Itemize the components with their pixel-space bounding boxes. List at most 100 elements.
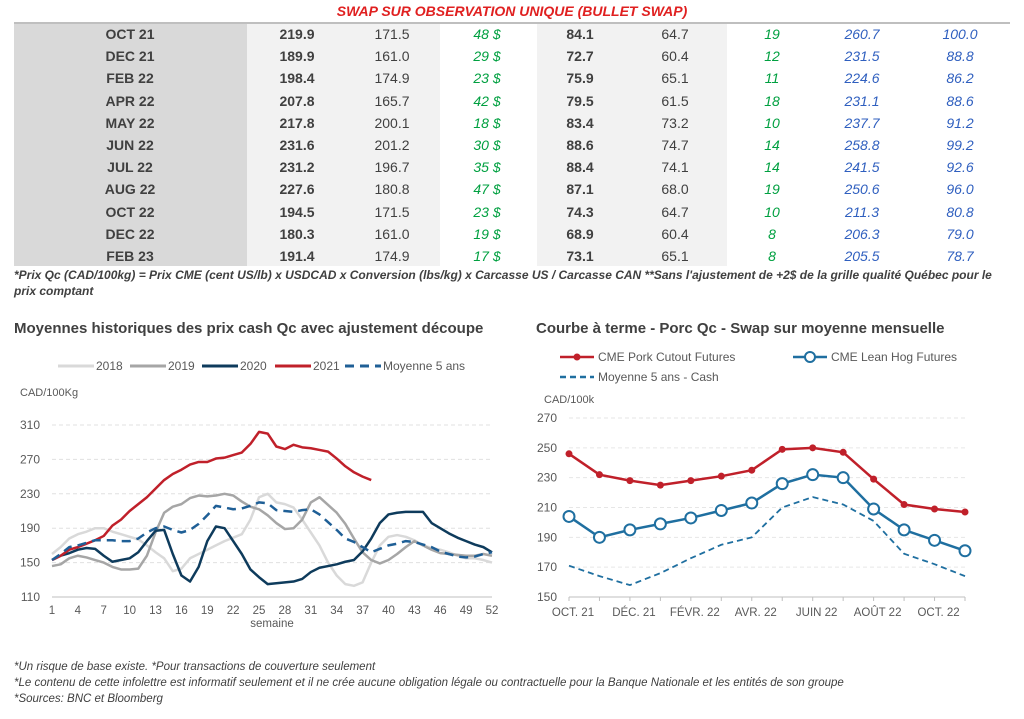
y-tick-label: 150 — [537, 590, 557, 604]
y-tick-label: 110 — [21, 590, 40, 604]
table-cell: 191.4 — [279, 248, 315, 264]
table-cell: 18 $ — [473, 114, 501, 131]
chart-title: Courbe à terme - Porc Qc - Swap sur moye… — [536, 320, 944, 337]
table-row: MAY 22 217.8 200.1 18 $ 83.4 73.2 10 237.7 91.2 — [14, 112, 1010, 134]
row-month: JUL 22 — [107, 159, 153, 176]
series-line-2021 — [51, 430, 372, 562]
data-point — [870, 475, 878, 483]
data-point — [867, 502, 881, 516]
table-cell: 74.7 — [661, 137, 689, 153]
legend-label: 2019 — [168, 359, 195, 373]
table-cell: 227.6 — [279, 181, 315, 198]
data-point — [687, 477, 695, 485]
y-tick-label: 270 — [537, 411, 557, 425]
y-tick-label: 310 — [20, 418, 40, 432]
table-cell: 72.7 — [566, 48, 594, 65]
table-cell: 88.6 — [566, 137, 594, 153]
x-tick-label: 34 — [330, 605, 343, 617]
table-cell: 68.9 — [566, 225, 594, 242]
y-tick-label: 150 — [20, 556, 40, 570]
legend-label: 2018 — [96, 359, 123, 373]
row-month: OCT 21 — [105, 26, 155, 42]
x-tick-label: 1 — [49, 605, 55, 617]
table-cell: 79.0 — [946, 225, 974, 242]
row-month: FEB 22 — [106, 70, 154, 87]
table-cell: 79.5 — [566, 92, 594, 109]
table-cell: 19 — [764, 26, 780, 42]
x-tick-label: 49 — [460, 605, 473, 617]
table-row: OCT 21 219.9 171.5 48 $ 84.1 64.7 19 260.7 100.0 — [14, 23, 1010, 45]
x-tick-label: 10 — [123, 605, 136, 617]
chart-title: Moyennes historiques des prix cash Qc av… — [14, 320, 483, 337]
data-point — [836, 471, 850, 485]
x-tick-label: 19 — [201, 605, 214, 617]
y-tick-label: 210 — [537, 501, 557, 515]
x-tick-label: AVR. 22 — [735, 607, 777, 619]
row-month: FEB 23 — [106, 248, 154, 264]
table-cell: 219.9 — [279, 26, 315, 42]
table-cell: 42 $ — [473, 92, 501, 109]
table-cell: 100.0 — [942, 26, 978, 42]
legend-label: Moyenne 5 ans — [383, 359, 465, 373]
y-tick-label: 270 — [20, 452, 40, 466]
x-tick-label: 7 — [101, 605, 107, 617]
table-row: DEC 21 189.9 161.0 29 $ 72.7 60.4 12 231.5 88.8 — [14, 45, 1010, 67]
row-month: OCT 22 — [105, 203, 155, 220]
table-row: DEC 22 180.3 161.0 19 $ 68.9 60.4 8 206.3 79.0 — [14, 223, 1010, 245]
table-row: APR 22 207.8 165.7 42 $ 79.5 61.5 18 231.1 88.6 — [14, 90, 1010, 112]
data-point — [900, 501, 908, 509]
table-cell: 64.7 — [661, 203, 689, 220]
y-axis-label: CAD/100Kg — [20, 387, 78, 399]
data-point — [653, 517, 667, 531]
table-cell: 23 $ — [473, 70, 501, 87]
table-cell: 14 — [764, 137, 780, 153]
table-cell: 200.1 — [374, 114, 410, 131]
row-month: AUG 22 — [104, 181, 156, 198]
column-bg-usd — [537, 22, 727, 266]
y-tick-label: 190 — [20, 521, 40, 535]
data-point — [562, 509, 576, 523]
table-cell: 96.0 — [946, 181, 974, 198]
table-cell: 18 — [764, 92, 780, 109]
table-cell: 73.2 — [661, 114, 689, 131]
x-tick-label: 40 — [382, 605, 395, 617]
footer-line: *Le contenu de cette infolettre est info… — [14, 677, 844, 689]
table-row: FEB 22 198.4 174.9 23 $ 75.9 65.1 11 224.6 86.2 — [14, 67, 1010, 89]
data-point — [717, 472, 725, 480]
data-point — [778, 445, 786, 453]
data-point — [748, 466, 756, 474]
table-cell: 92.6 — [946, 159, 974, 176]
y-tick-label: 230 — [537, 471, 557, 485]
table-cell: 171.5 — [374, 203, 410, 220]
table-cell: 80.8 — [946, 203, 974, 220]
table-cell: 17 $ — [473, 248, 501, 264]
series-line — [568, 473, 966, 552]
table-cell: 12 — [764, 48, 780, 65]
x-tick-label: 52 — [486, 605, 499, 617]
data-point — [656, 481, 664, 489]
legend-label: Moyenne 5 ans - Cash — [598, 370, 719, 384]
table-cell: 60.4 — [661, 48, 689, 65]
charts: Moyennes historiques des prix cash Qc av… — [14, 320, 972, 630]
x-tick-label: 46 — [434, 605, 447, 617]
table-cell: 48 $ — [473, 26, 501, 42]
legend-label: CME Lean Hog Futures — [831, 350, 957, 364]
table-cell: 19 $ — [473, 225, 501, 242]
table-cell: 258.8 — [844, 137, 880, 153]
legend-label: CME Pork Cutout Futures — [598, 350, 735, 364]
table-row: FEB 23 191.4 174.9 17 $ 73.1 65.1 8 205.5 78.7 — [14, 245, 1010, 267]
data-point — [595, 471, 603, 479]
data-point — [592, 530, 606, 544]
table-cell: 73.1 — [566, 248, 594, 264]
table-cell: 250.6 — [844, 181, 880, 198]
table-cell: 23 $ — [473, 203, 501, 220]
table-cell: 207.8 — [279, 92, 315, 109]
table-cell: 205.5 — [844, 248, 880, 264]
table-row: OCT 22 194.5 171.5 23 $ 74.3 64.7 10 211.3 80.8 — [14, 201, 1010, 223]
data-point — [958, 544, 972, 558]
table-cell: 8 — [768, 225, 776, 242]
formula-note: *Prix Qc (CAD/100kg) = Prix CME (cent US… — [14, 268, 992, 298]
x-tick-label: 4 — [75, 605, 82, 617]
table-cell: 231.1 — [844, 92, 880, 109]
data-point — [809, 444, 817, 452]
